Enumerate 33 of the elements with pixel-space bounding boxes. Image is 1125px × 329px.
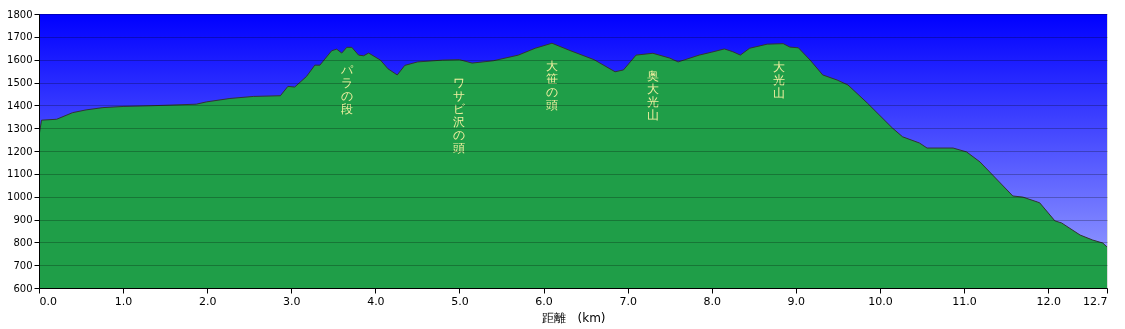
y-tick-label: 1200 bbox=[7, 145, 33, 157]
y-tick-label: 1300 bbox=[7, 122, 33, 134]
x-tick-label: 7.0 bbox=[619, 294, 637, 308]
x-tick-label: 2.0 bbox=[198, 294, 217, 308]
annotation: 奥大光山 bbox=[646, 69, 659, 123]
x-axis-title: 距離 (km) bbox=[541, 310, 606, 325]
y-tick-label: 1400 bbox=[7, 99, 33, 111]
annotation: ワサビ沢の頭 bbox=[453, 75, 467, 155]
x-tick-label: 10.0 bbox=[868, 294, 893, 308]
y-tick-label: 1800 bbox=[7, 8, 33, 20]
x-tick-label: 3.0 bbox=[283, 294, 301, 308]
x-tick-label: 11.0 bbox=[952, 294, 977, 308]
y-tick-label: 900 bbox=[13, 214, 33, 225]
x-tick-label: 9.0 bbox=[787, 294, 806, 308]
x-tick-label: 5.0 bbox=[451, 294, 469, 308]
x-tick-label: 8.0 bbox=[703, 294, 722, 308]
annotation: 大光山 bbox=[773, 59, 786, 100]
x-tick-label: 4.0 bbox=[367, 294, 385, 308]
y-tick-label: 1000 bbox=[7, 191, 33, 203]
annotation: 大笹の頭 bbox=[545, 59, 558, 113]
y-tick-label: 1600 bbox=[7, 54, 33, 66]
x-tick-label: 0.0 bbox=[39, 294, 57, 308]
annotation: パラの段 bbox=[339, 63, 354, 117]
y-tick-label: 1500 bbox=[7, 77, 33, 88]
x-tick-label: 1.0 bbox=[114, 294, 133, 308]
y-tick-label: 1700 bbox=[7, 31, 33, 43]
y-tick-label: 600 bbox=[13, 282, 33, 294]
x-tick-label: 12.0 bbox=[1036, 294, 1061, 308]
x-tick-label: 6.0 bbox=[535, 294, 553, 308]
y-tick-label: 700 bbox=[13, 259, 33, 271]
y-tick-label: 1100 bbox=[7, 168, 33, 180]
y-tick-label: 800 bbox=[13, 236, 33, 248]
x-tick-label: 12.7 bbox=[1083, 294, 1108, 308]
